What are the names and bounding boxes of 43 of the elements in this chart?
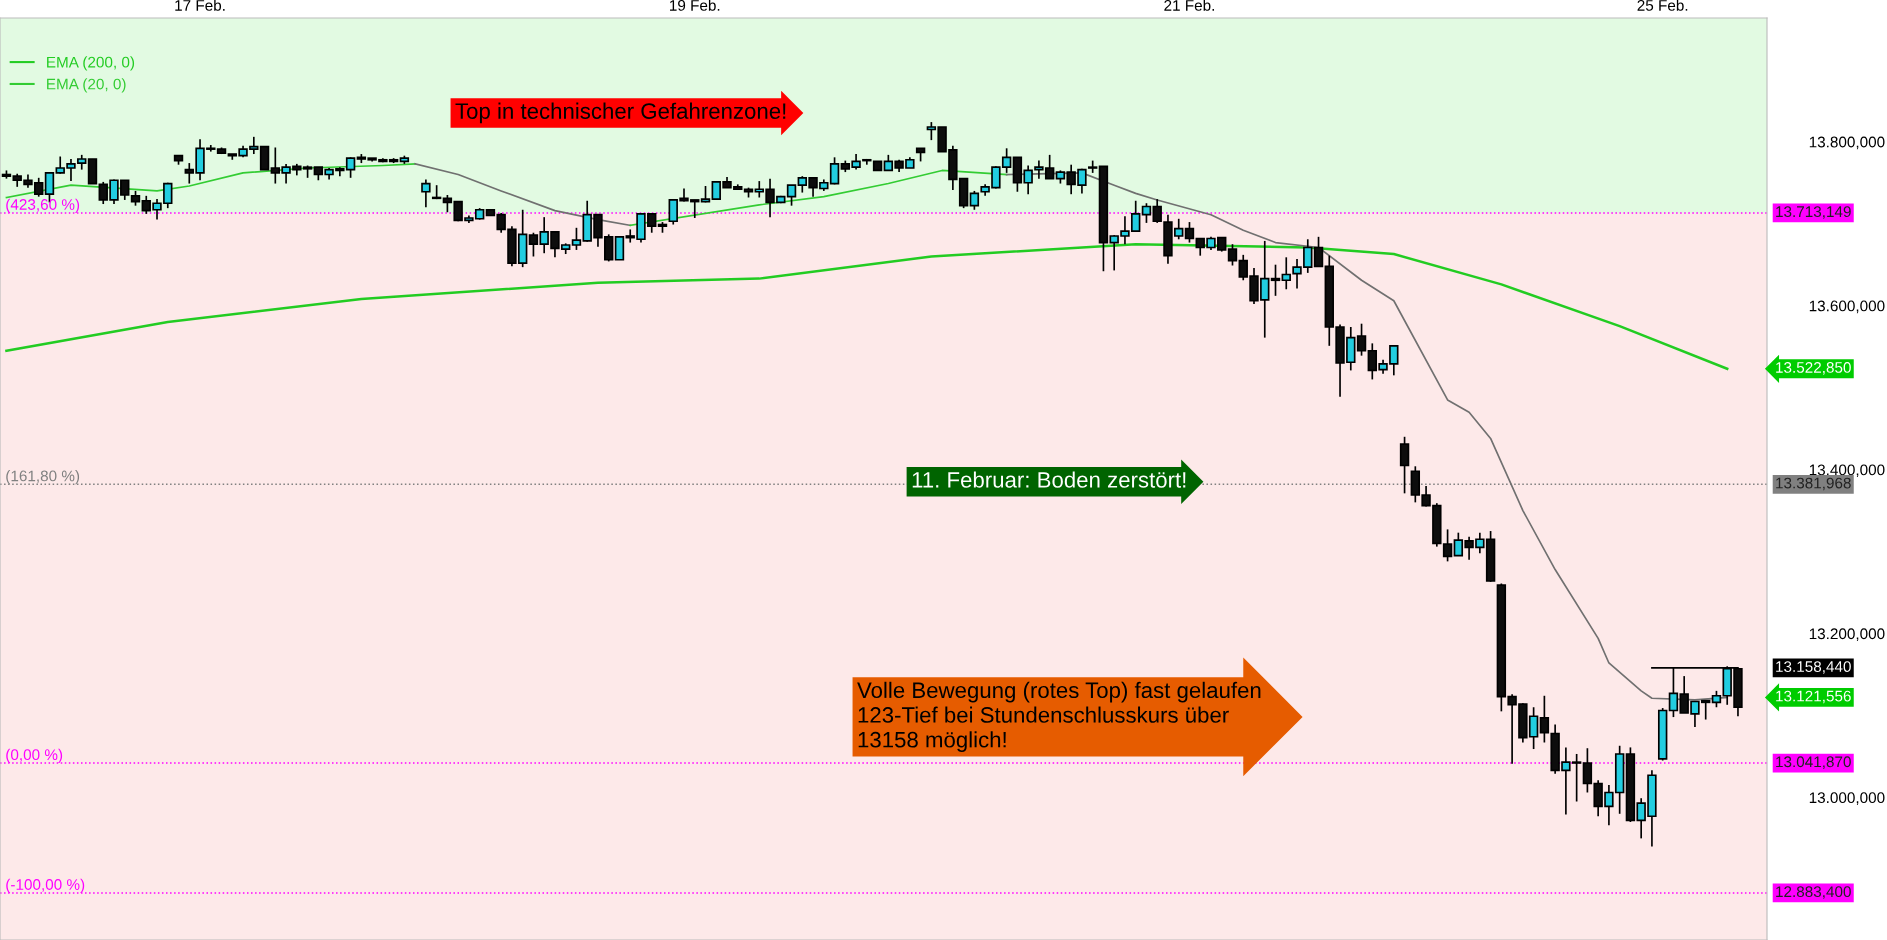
line-series bbox=[629, 169, 1008, 227]
annotation: Volle Bewegung (rotes Top) fast gelaufen 123-Tief bei Stundenschlusskurs über 13158 möglich! bbox=[857, 681, 1261, 752]
candlestick bbox=[1087, 159, 1098, 174]
candlestick bbox=[1270, 263, 1281, 297]
legend-label: EMA (200, 0) bbox=[47, 56, 135, 71]
candlestick bbox=[969, 190, 980, 211]
text: 13.522,850 bbox=[1776, 362, 1851, 375]
text: 13.121,556 bbox=[1776, 690, 1851, 704]
ref-line-label: 13.041,870 bbox=[1776, 756, 1851, 769]
candlestick bbox=[614, 235, 625, 261]
candlestick bbox=[1356, 322, 1367, 357]
candlestick bbox=[571, 226, 582, 251]
x-tick-label: 17 Feb. bbox=[175, 0, 225, 11]
candlestick bbox=[1313, 235, 1324, 268]
line-series bbox=[5, 163, 416, 199]
annotation: (161,80 %) bbox=[6, 470, 80, 485]
annotation: (423,60 %) bbox=[6, 198, 80, 213]
line-series bbox=[5, 242, 1729, 371]
ref-line-label: 13.381,968 bbox=[1776, 477, 1851, 491]
candlestick bbox=[1227, 243, 1238, 267]
candlestick bbox=[1539, 694, 1550, 744]
x-tick-label: 19 Feb. bbox=[670, 0, 720, 11]
candlestick bbox=[1141, 202, 1152, 224]
candlestick bbox=[421, 178, 431, 209]
candlestick bbox=[1399, 435, 1410, 495]
annotation: (-100,00 %) bbox=[6, 878, 85, 893]
annotation: Top in technischer Gefahrenzone! bbox=[455, 102, 786, 124]
text: 13.158,440 bbox=[1776, 661, 1851, 674]
y-tick-label: 13.600,000 bbox=[1809, 300, 1885, 314]
annotation: (0,00 %) bbox=[6, 748, 63, 764]
y-tick-label: 13.000,000 bbox=[1809, 792, 1885, 805]
legend-label: EMA (20, 0) bbox=[47, 78, 126, 93]
candlestick bbox=[1184, 221, 1195, 244]
x-tick-label: 21 Feb. bbox=[1164, 0, 1214, 11]
y-tick-label: 13.400,000 bbox=[1809, 464, 1885, 478]
y-tick-label: 13.200,000 bbox=[1809, 628, 1885, 641]
candlestick bbox=[786, 184, 797, 207]
y-tick-label: 13.800,000 bbox=[1809, 136, 1885, 150]
line-series bbox=[414, 163, 632, 227]
annotation: 11. Februar: Boden zerstört! bbox=[912, 471, 1186, 488]
ref-line-label: 12.883,400 bbox=[1776, 886, 1851, 899]
x-tick-label: 25 Feb. bbox=[1637, 0, 1688, 11]
ref-line-label: 13.713,149 bbox=[1776, 206, 1851, 219]
